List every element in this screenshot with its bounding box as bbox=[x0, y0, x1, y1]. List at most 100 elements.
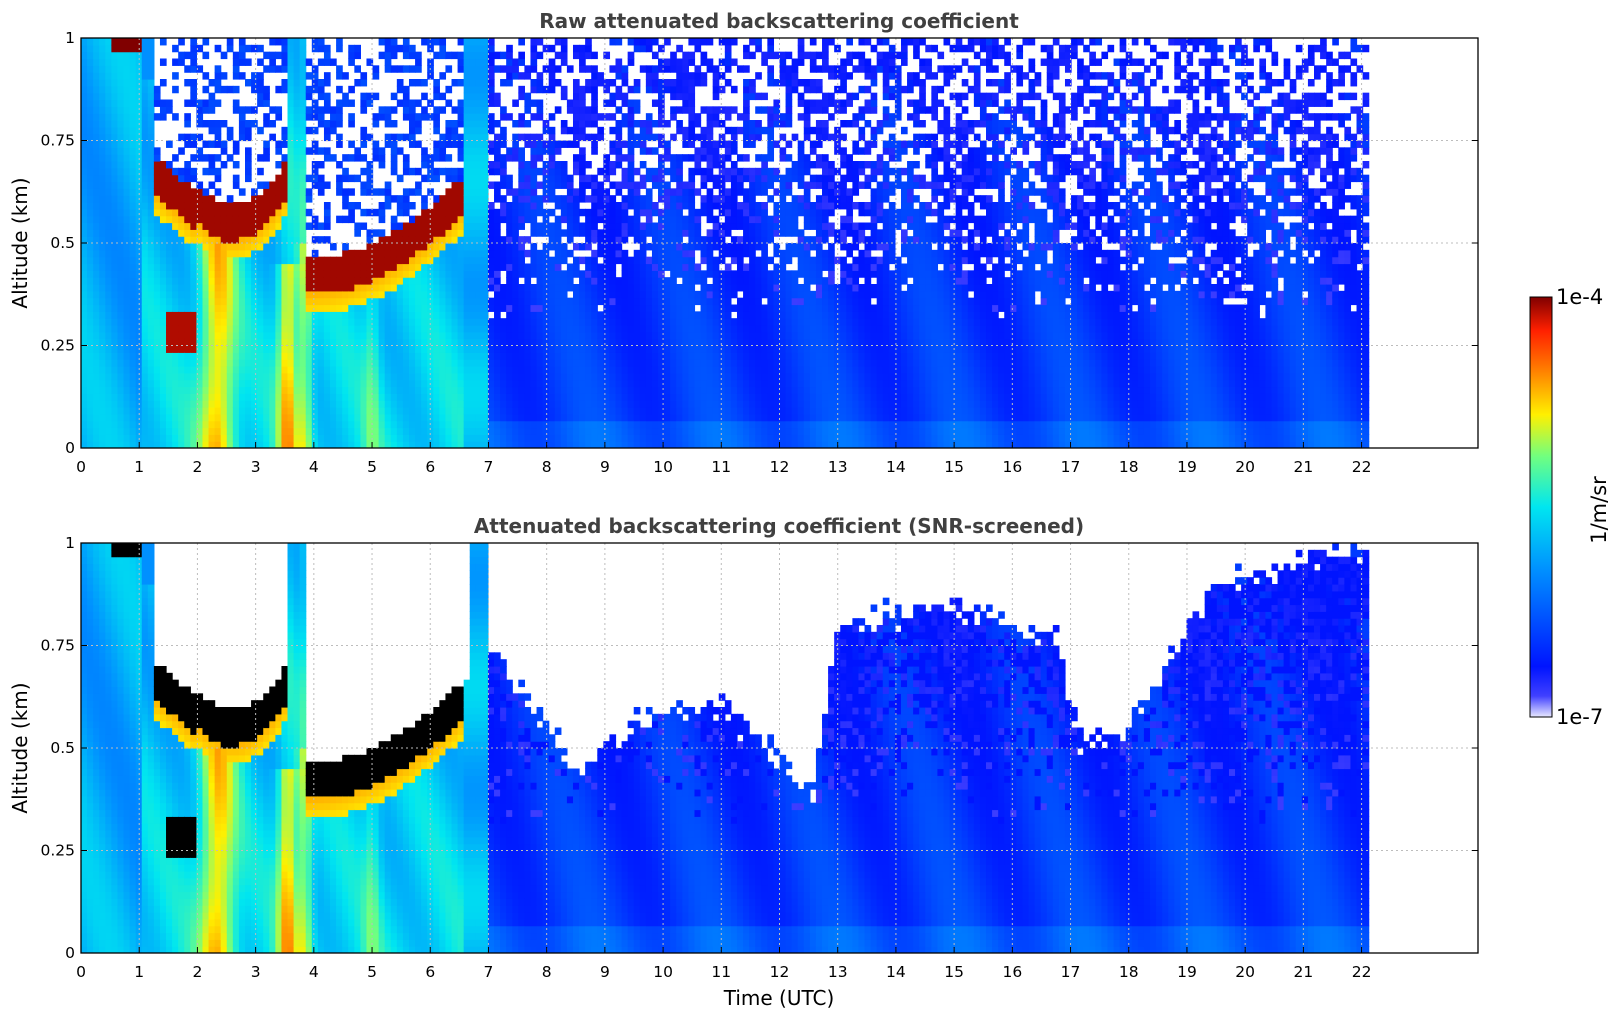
heatmap-cell bbox=[518, 93, 525, 100]
heatmap-cell bbox=[391, 195, 398, 202]
heatmap-cell bbox=[549, 346, 556, 353]
heatmap-cell bbox=[184, 79, 191, 86]
heatmap-cell bbox=[379, 106, 386, 113]
heatmap-cell bbox=[470, 407, 477, 414]
heatmap-cell bbox=[658, 434, 665, 441]
heatmap-cell bbox=[391, 93, 398, 100]
heatmap-cell bbox=[622, 277, 629, 284]
heatmap-cell bbox=[379, 366, 386, 373]
heatmap-cell bbox=[385, 45, 392, 52]
heatmap-cell bbox=[245, 161, 252, 168]
heatmap-cell bbox=[190, 311, 197, 318]
heatmap-cell bbox=[379, 154, 386, 161]
heatmap-cell bbox=[111, 380, 118, 387]
heatmap-cell bbox=[670, 318, 677, 325]
heatmap-cell bbox=[470, 277, 477, 284]
heatmap-cell bbox=[160, 434, 167, 441]
heatmap-cell bbox=[476, 65, 483, 72]
heatmap-cell bbox=[555, 223, 562, 230]
heatmap-cell bbox=[682, 154, 689, 161]
heatmap-cell bbox=[597, 352, 604, 359]
heatmap-cell bbox=[117, 332, 124, 339]
heatmap-cell bbox=[409, 100, 416, 107]
heatmap-cell bbox=[676, 45, 683, 52]
heatmap-cell bbox=[537, 223, 544, 230]
heatmap-cell bbox=[403, 400, 410, 407]
heatmap-cell bbox=[658, 414, 665, 421]
heatmap-cell bbox=[300, 134, 307, 141]
heatmap-cell bbox=[622, 270, 629, 277]
heatmap-cell bbox=[555, 168, 562, 175]
heatmap-cell bbox=[81, 141, 88, 148]
heatmap-cell bbox=[561, 305, 568, 312]
heatmap-cell bbox=[239, 305, 246, 312]
heatmap-cell bbox=[294, 257, 301, 264]
heatmap-cell bbox=[148, 168, 155, 175]
heatmap-cell bbox=[652, 346, 659, 353]
heatmap-cell bbox=[154, 216, 161, 223]
heatmap-cell bbox=[421, 428, 428, 435]
heatmap-cell bbox=[263, 400, 270, 407]
heatmap-cell bbox=[476, 236, 483, 243]
heatmap-cell bbox=[148, 72, 155, 79]
heatmap-cell bbox=[324, 434, 331, 441]
heatmap-cell bbox=[555, 373, 562, 380]
heatmap-cell bbox=[288, 45, 295, 52]
heatmap-cell bbox=[184, 434, 191, 441]
heatmap-cell bbox=[124, 161, 131, 168]
heatmap-cell bbox=[263, 195, 270, 202]
heatmap-cell bbox=[470, 59, 477, 66]
heatmap-cell bbox=[184, 284, 191, 291]
heatmap-cell bbox=[257, 59, 264, 66]
heatmap-cell bbox=[664, 325, 671, 332]
heatmap-cell bbox=[294, 113, 301, 120]
heatmap-cell bbox=[93, 134, 100, 141]
heatmap-cell bbox=[99, 421, 106, 428]
heatmap-cell bbox=[555, 161, 562, 168]
heatmap-cell bbox=[640, 421, 647, 428]
heatmap-cell bbox=[330, 407, 337, 414]
heatmap-cell bbox=[202, 120, 209, 127]
heatmap-cell bbox=[251, 202, 258, 209]
heatmap-cell bbox=[476, 229, 483, 236]
heatmap-cell bbox=[409, 434, 416, 441]
heatmap-cell bbox=[184, 311, 191, 318]
heatmap-cell bbox=[409, 216, 416, 223]
heatmap-cell bbox=[409, 243, 416, 250]
heatmap-cell bbox=[555, 352, 562, 359]
heatmap-cell bbox=[646, 168, 653, 175]
heatmap-cell bbox=[470, 318, 477, 325]
heatmap-cell bbox=[184, 346, 191, 353]
heatmap-cell bbox=[306, 209, 313, 216]
heatmap-cell bbox=[111, 352, 118, 359]
heatmap-cell bbox=[300, 209, 307, 216]
heatmap-cell bbox=[117, 182, 124, 189]
heatmap-cell bbox=[172, 352, 179, 359]
heatmap-cell bbox=[184, 236, 191, 243]
heatmap-cell bbox=[676, 346, 683, 353]
heatmap-cell bbox=[555, 311, 562, 318]
heatmap-cell bbox=[433, 339, 440, 346]
heatmap-cell bbox=[99, 182, 106, 189]
heatmap-cell bbox=[415, 346, 422, 353]
heatmap-cell bbox=[172, 311, 179, 318]
heatmap-cell bbox=[609, 113, 616, 120]
heatmap-cell bbox=[433, 373, 440, 380]
heatmap-cell bbox=[676, 421, 683, 428]
heatmap-cell bbox=[288, 366, 295, 373]
heatmap-cell bbox=[318, 305, 325, 312]
heatmap-cell bbox=[105, 38, 112, 45]
heatmap-cell bbox=[245, 339, 252, 346]
heatmap-cell bbox=[306, 270, 313, 277]
heatmap-cell bbox=[530, 393, 537, 400]
heatmap-cell bbox=[646, 202, 653, 209]
heatmap-cell bbox=[202, 277, 209, 284]
heatmap-cell bbox=[111, 86, 118, 93]
heatmap-cell bbox=[124, 332, 131, 339]
heatmap-cell bbox=[288, 311, 295, 318]
heatmap-cell bbox=[458, 332, 465, 339]
heatmap-cell bbox=[172, 407, 179, 414]
heatmap-cell bbox=[518, 428, 525, 435]
heatmap-cell bbox=[239, 284, 246, 291]
heatmap-cell bbox=[275, 284, 282, 291]
